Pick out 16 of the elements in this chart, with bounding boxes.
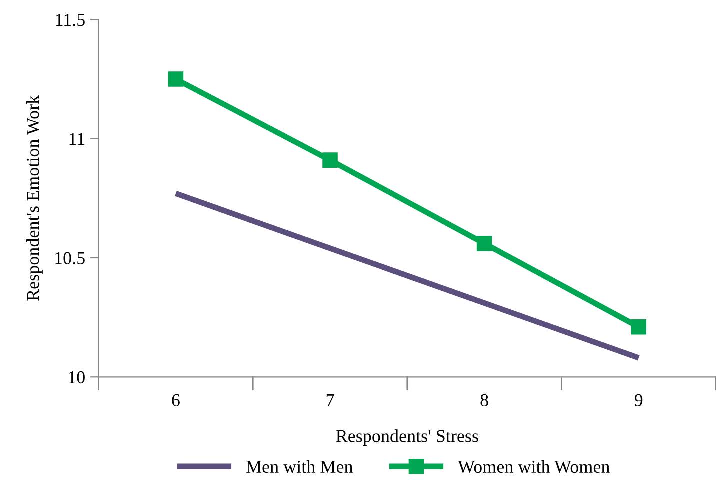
y-tick-label: 10	[69, 371, 85, 384]
point	[631, 319, 646, 335]
legend-label: Men with Men	[246, 460, 354, 474]
y-tick-label: 11	[70, 133, 85, 146]
point	[168, 72, 184, 87]
x-tick-label: 8	[480, 394, 488, 407]
x-tick-label: 6	[172, 394, 180, 407]
y-axis-title: Respondent's Emotion Work	[26, 95, 43, 301]
x-axis-title: Respondents' Stress	[336, 430, 478, 446]
point	[476, 236, 492, 252]
y-tick-label: 10.5	[56, 252, 85, 265]
y-tick-label: 11.5	[56, 14, 85, 26]
legend-label: Women with Women	[458, 460, 610, 474]
x-tick-label: 7	[326, 394, 334, 406]
x-tick-label: 9	[634, 394, 643, 407]
point	[322, 152, 338, 168]
